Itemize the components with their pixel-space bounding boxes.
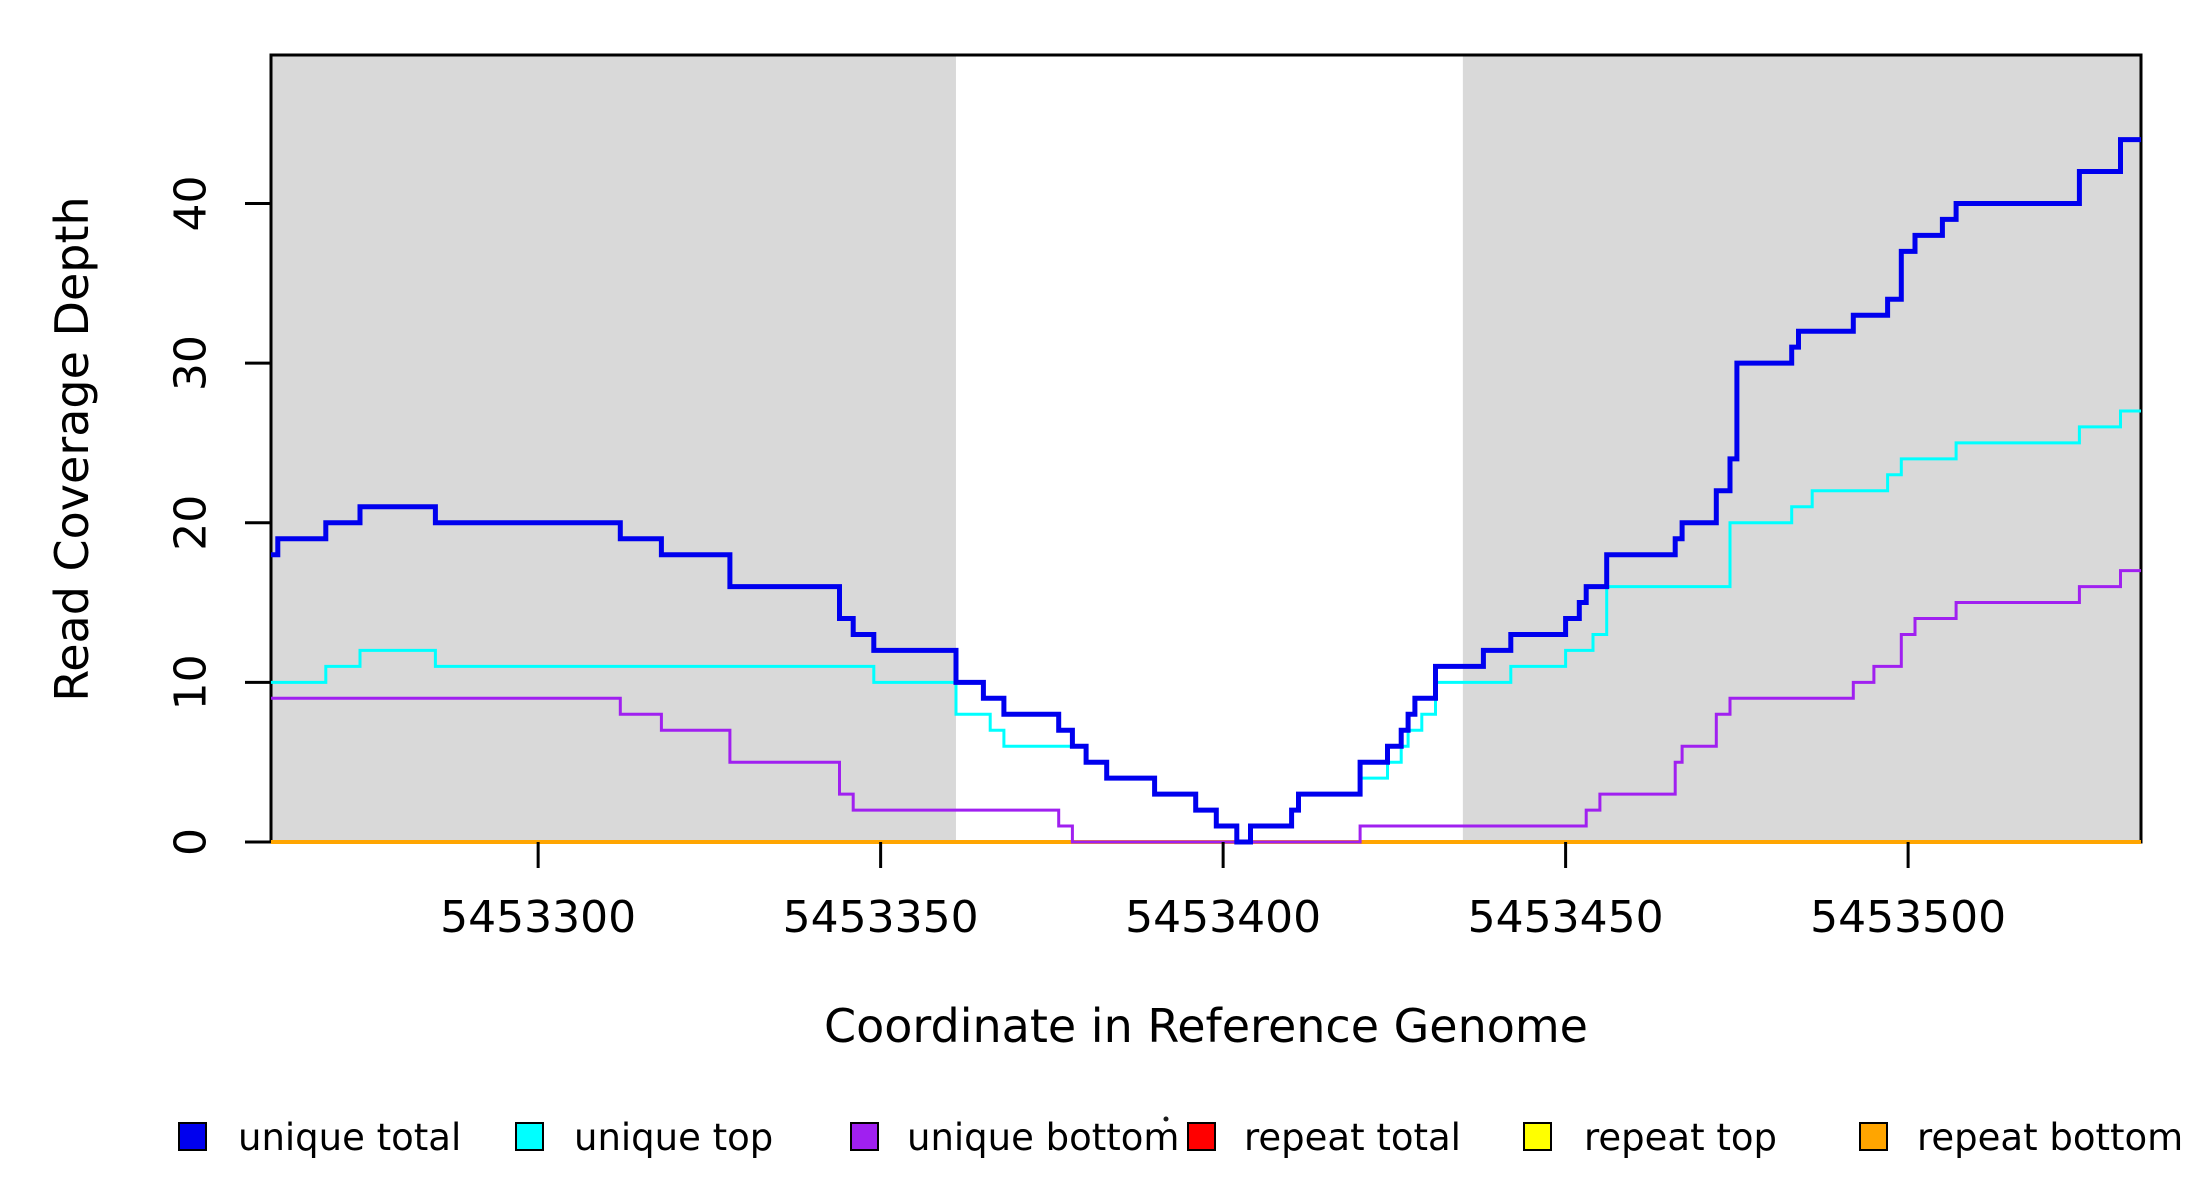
x-tick-label-5453350: 5453350	[783, 892, 979, 943]
legend-swatch-repeat-bottom	[1859, 1122, 1888, 1151]
legend-label-unique-total: unique total	[238, 1116, 461, 1159]
y-tick-label-10: 10	[166, 654, 217, 710]
legend-label-unique-bottom: unique bottom	[907, 1116, 1179, 1159]
y-tick-label-20: 20	[166, 495, 217, 551]
y-axis-ticks: 0 10 20 30 40	[166, 175, 271, 856]
legend-label-unique-top: unique top	[574, 1116, 773, 1159]
x-tick-label-5453450: 5453450	[1468, 892, 1664, 943]
legend-label-repeat-bottom: repeat bottom	[1917, 1116, 2183, 1159]
x-axis-ticks: 5453300 5453350 5453400 5453450 5453500	[440, 842, 2006, 943]
series-line-unique-top	[271, 409, 2141, 844]
series-line-unique-total	[271, 137, 2141, 845]
legend-label-repeat-top: repeat top	[1584, 1116, 1777, 1159]
shaded-region-1	[271, 55, 956, 842]
y-tick-label-0: 0	[166, 828, 217, 856]
legend-label-repeat-total: repeat total	[1244, 1116, 1461, 1159]
y-tick-label-30: 30	[166, 335, 217, 391]
x-tick-label-5453500: 5453500	[1810, 892, 2006, 943]
legend-swatch-unique-bottom	[850, 1122, 879, 1151]
series-line-unique-bottom	[271, 569, 2141, 844]
x-axis-label: Coordinate in Reference Genome	[824, 999, 1588, 1053]
legend: unique total unique top unique bottom repea…	[178, 1116, 2183, 1159]
legend-swatch-unique-top	[515, 1122, 544, 1151]
shaded-regions-layer	[271, 55, 2141, 842]
y-tick-label-40: 40	[166, 175, 217, 231]
y-axis-label: Read Coverage Depth	[45, 196, 99, 701]
x-tick-label-5453400: 5453400	[1125, 892, 1321, 943]
legend-swatch-repeat-top	[1523, 1122, 1552, 1151]
legend-artifact-dot	[1163, 1116, 1169, 1122]
x-tick-label-5453300: 5453300	[440, 892, 636, 943]
legend-swatch-repeat-total	[1187, 1122, 1216, 1151]
legend-swatch-unique-total	[178, 1122, 207, 1151]
shaded-region-2	[1462, 55, 2141, 842]
series-lines-layer	[271, 137, 2141, 845]
